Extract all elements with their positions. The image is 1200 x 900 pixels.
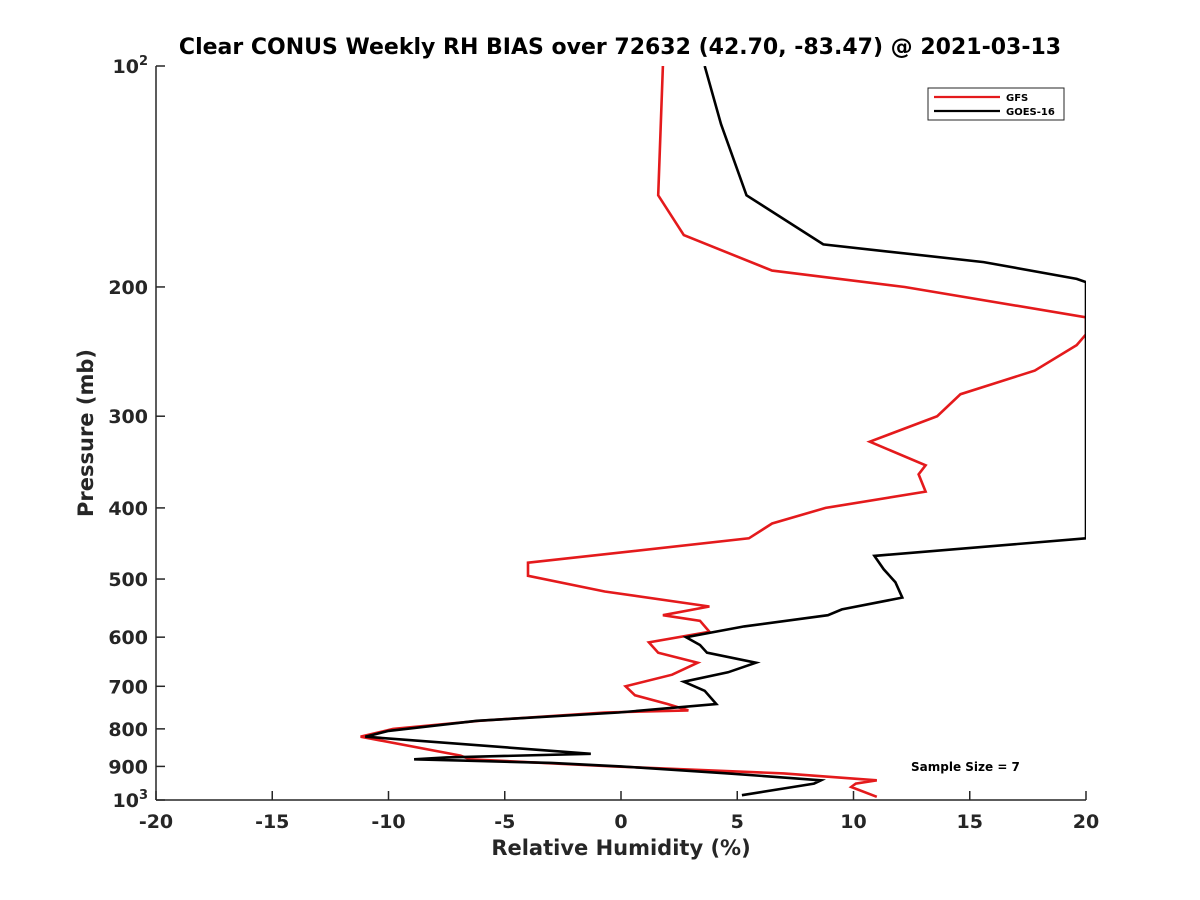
y-tick-label: 700 xyxy=(108,676,148,698)
legend-label-gfs: GFS xyxy=(1006,93,1028,104)
x-tick-label: 20 xyxy=(1073,811,1099,833)
x-axis-label: Relative Humidity (%) xyxy=(491,836,750,860)
legend-box xyxy=(927,87,1065,121)
legend: GFS GOES-16 xyxy=(927,87,1065,121)
series-layer xyxy=(360,66,1086,799)
chart-title: Clear CONUS Weekly RH BIAS over 72632 (4… xyxy=(179,35,1061,60)
y-tick-label: 500 xyxy=(108,569,148,591)
x-tick-label: 0 xyxy=(614,811,627,833)
y-axis-label: Pressure (mb) xyxy=(74,349,98,517)
y-tick-label: 300 xyxy=(108,406,148,428)
x-tick-label: -10 xyxy=(371,811,405,833)
x-tick-label: -20 xyxy=(139,811,173,833)
sample-size-annotation: Sample Size = 7 xyxy=(911,760,1020,774)
x-ticks: -20 -15 -10 -5 0 5 10 15 20 xyxy=(139,791,1099,833)
series-line-goes-16 xyxy=(364,66,1086,797)
y-tick-label: 102 xyxy=(113,54,149,78)
x-tick-label: 5 xyxy=(731,811,744,833)
legend-label-goes: GOES-16 xyxy=(1006,107,1055,118)
y-tick-label: 103 xyxy=(113,788,149,812)
x-tick-label: 10 xyxy=(840,811,866,833)
y-tick-label: 200 xyxy=(108,277,148,299)
series-line-gfs xyxy=(360,66,1086,799)
x-tick-label: -5 xyxy=(494,811,515,833)
y-tick-label: 900 xyxy=(108,756,148,778)
x-tick-label: -15 xyxy=(255,811,289,833)
y-ticks: 102 200 300 400 500 600 700 800 900 103 xyxy=(108,54,165,812)
x-tick-label: 15 xyxy=(957,811,983,833)
y-tick-label: 400 xyxy=(108,498,148,520)
y-tick-label: 800 xyxy=(108,719,148,741)
y-tick-label: 600 xyxy=(108,627,148,649)
